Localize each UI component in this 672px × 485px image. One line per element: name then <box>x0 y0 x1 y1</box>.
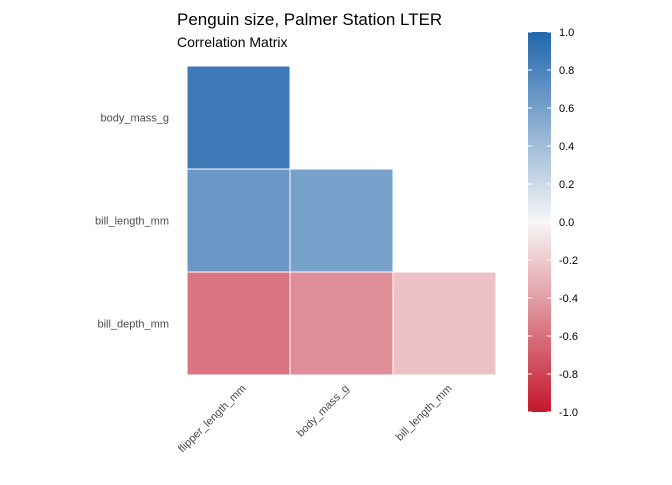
legend-tick-label: -0.6 <box>559 331 578 343</box>
legend-tick-label: 0.2 <box>559 179 574 191</box>
y-tick-label: bill_depth_mm <box>97 319 169 331</box>
x-tick-label: bill_length_mm <box>394 383 455 444</box>
y-axis-labels: body_mass_g bill_length_mm bill_depth_mm <box>95 113 169 331</box>
heatmap-cell-bill-length-mm-bill-depth-mm <box>392 271 497 376</box>
legend-tick-label: 1.0 <box>559 27 574 39</box>
heatmap-cell-flipper-length-mm-bill-length-mm <box>186 168 291 273</box>
legend-tick-label: -0.2 <box>559 255 578 267</box>
chart-title: Penguin size, Palmer Station LTER <box>177 10 442 29</box>
x-tick-label: body_mass_g <box>295 383 352 440</box>
legend-tick-label: 0.4 <box>559 141 574 153</box>
y-tick-label: body_mass_g <box>101 113 170 125</box>
heatmap-cell-flipper-length-mm-body-mass-g <box>186 65 291 170</box>
legend-tick-label: 0.0 <box>559 217 574 229</box>
heatmap-cell-body-mass-g-bill-depth-mm <box>289 271 394 376</box>
heatmap-cell-body-mass-g-bill-length-mm <box>289 168 394 273</box>
color-legend: 1.0 0.8 0.6 0.4 0.2 0.0 -0.2 -0.4 -0.6 -0.8 -1.0 <box>528 27 578 419</box>
y-tick-label: bill_length_mm <box>95 216 169 228</box>
heatmap-cell-flipper-length-mm-bill-depth-mm <box>186 271 291 376</box>
legend-tick-label: -0.4 <box>559 293 578 305</box>
x-tick-label: flipper_length_mm <box>176 383 248 455</box>
heatmap-cells <box>186 65 497 376</box>
chart-subtitle: Correlation Matrix <box>177 34 287 50</box>
x-axis-labels: flipper_length_mm body_mass_g bill_length_… <box>176 383 454 455</box>
legend-tick-label: -0.8 <box>559 369 578 381</box>
legend-tick-label: 0.8 <box>559 65 574 77</box>
legend-tick-label: 0.6 <box>559 103 574 115</box>
legend-tick-label: -1.0 <box>559 407 578 419</box>
legend-colorbar <box>528 32 551 412</box>
